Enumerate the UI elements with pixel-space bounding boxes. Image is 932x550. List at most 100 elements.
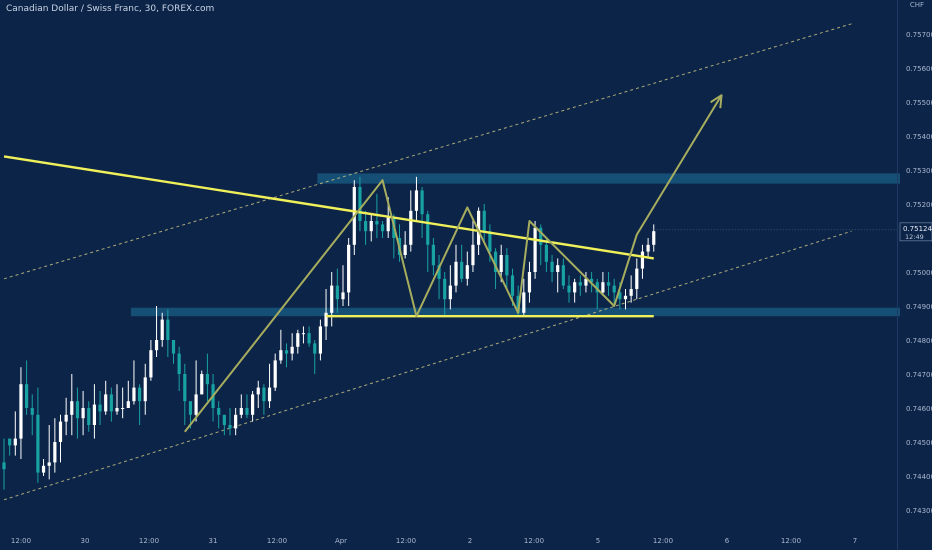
candle-body xyxy=(30,408,34,415)
candle-body xyxy=(358,187,362,221)
candle xyxy=(154,306,159,357)
candle xyxy=(335,268,339,313)
candle xyxy=(471,217,475,272)
candle-body xyxy=(318,326,322,354)
candle-body xyxy=(454,261,458,286)
candle-body xyxy=(87,408,91,425)
candle-body xyxy=(160,319,164,340)
candle-body xyxy=(347,244,351,293)
candle xyxy=(307,326,311,347)
candle-body xyxy=(499,255,503,272)
candle xyxy=(380,221,385,238)
candle xyxy=(431,238,435,276)
candle-body xyxy=(420,190,424,215)
candle-body xyxy=(284,350,289,354)
candle-body xyxy=(409,210,413,245)
candle-body xyxy=(36,414,40,473)
candle xyxy=(533,221,537,279)
candle-body xyxy=(81,408,85,419)
candle xyxy=(64,397,68,436)
candle-body xyxy=(126,401,130,408)
price-axis-divider xyxy=(897,0,898,550)
countdown-label: 12:49 xyxy=(905,233,924,241)
candle-body xyxy=(488,231,492,252)
candle xyxy=(25,360,29,415)
candle xyxy=(318,319,322,361)
last-price-box xyxy=(899,222,932,242)
candle xyxy=(138,384,142,425)
candle xyxy=(41,459,46,476)
candle-body xyxy=(313,343,317,354)
candle-body xyxy=(380,224,385,232)
candle xyxy=(30,394,34,436)
zigzag-pattern[interactable] xyxy=(184,94,723,433)
candle xyxy=(160,312,164,347)
candle-body xyxy=(239,408,243,415)
candle xyxy=(8,438,12,456)
x-tick-label: Apr xyxy=(335,537,347,545)
candle xyxy=(166,309,170,357)
candle xyxy=(109,387,113,422)
candle xyxy=(2,438,6,490)
candle-body xyxy=(426,214,430,245)
candle-body xyxy=(41,465,46,473)
candle-body xyxy=(556,265,560,272)
x-tick-label: 12:00 xyxy=(653,537,673,545)
candle-body xyxy=(132,387,136,402)
candle xyxy=(482,204,486,242)
candle-body xyxy=(403,244,407,255)
candle-body xyxy=(177,353,181,374)
candle-body xyxy=(279,350,283,361)
candle-body xyxy=(595,282,599,293)
candle xyxy=(251,391,255,422)
breakout-arrowhead xyxy=(710,94,723,109)
x-tick-label: 12:00 xyxy=(11,537,31,545)
currency-label: CHF xyxy=(909,1,924,9)
candle-body xyxy=(443,278,447,300)
descending-trendline[interactable] xyxy=(3,155,654,260)
candle xyxy=(13,411,17,456)
candle-body xyxy=(267,387,272,402)
candle-body xyxy=(251,394,255,415)
candle-body xyxy=(98,404,102,412)
candle-body xyxy=(578,282,582,286)
candle-body xyxy=(149,350,153,378)
candle-body xyxy=(590,278,594,283)
candle-body xyxy=(584,278,588,286)
candle xyxy=(437,255,441,300)
candle-body xyxy=(635,268,639,289)
resistance-zone xyxy=(317,173,900,184)
candle-body xyxy=(544,244,548,262)
candle xyxy=(234,408,238,436)
candle-body xyxy=(2,462,6,470)
candle xyxy=(284,343,289,368)
x-tick-label: 5 xyxy=(596,537,600,545)
candle-body xyxy=(505,255,509,276)
candle xyxy=(279,329,283,364)
candle xyxy=(245,394,249,419)
candle xyxy=(81,391,85,436)
candle xyxy=(324,289,328,340)
candle xyxy=(556,258,560,293)
x-tick-label: 12:00 xyxy=(139,537,159,545)
candle-body xyxy=(364,221,368,232)
candle xyxy=(544,238,548,272)
candle-body xyxy=(273,360,277,388)
candle xyxy=(296,329,300,354)
candle-body xyxy=(217,408,221,415)
candle xyxy=(640,244,645,279)
candle-body xyxy=(290,346,294,354)
candle-body xyxy=(222,414,226,425)
x-tick-label: 12:00 xyxy=(396,537,416,545)
candle xyxy=(98,391,102,425)
candle-body xyxy=(516,295,520,313)
